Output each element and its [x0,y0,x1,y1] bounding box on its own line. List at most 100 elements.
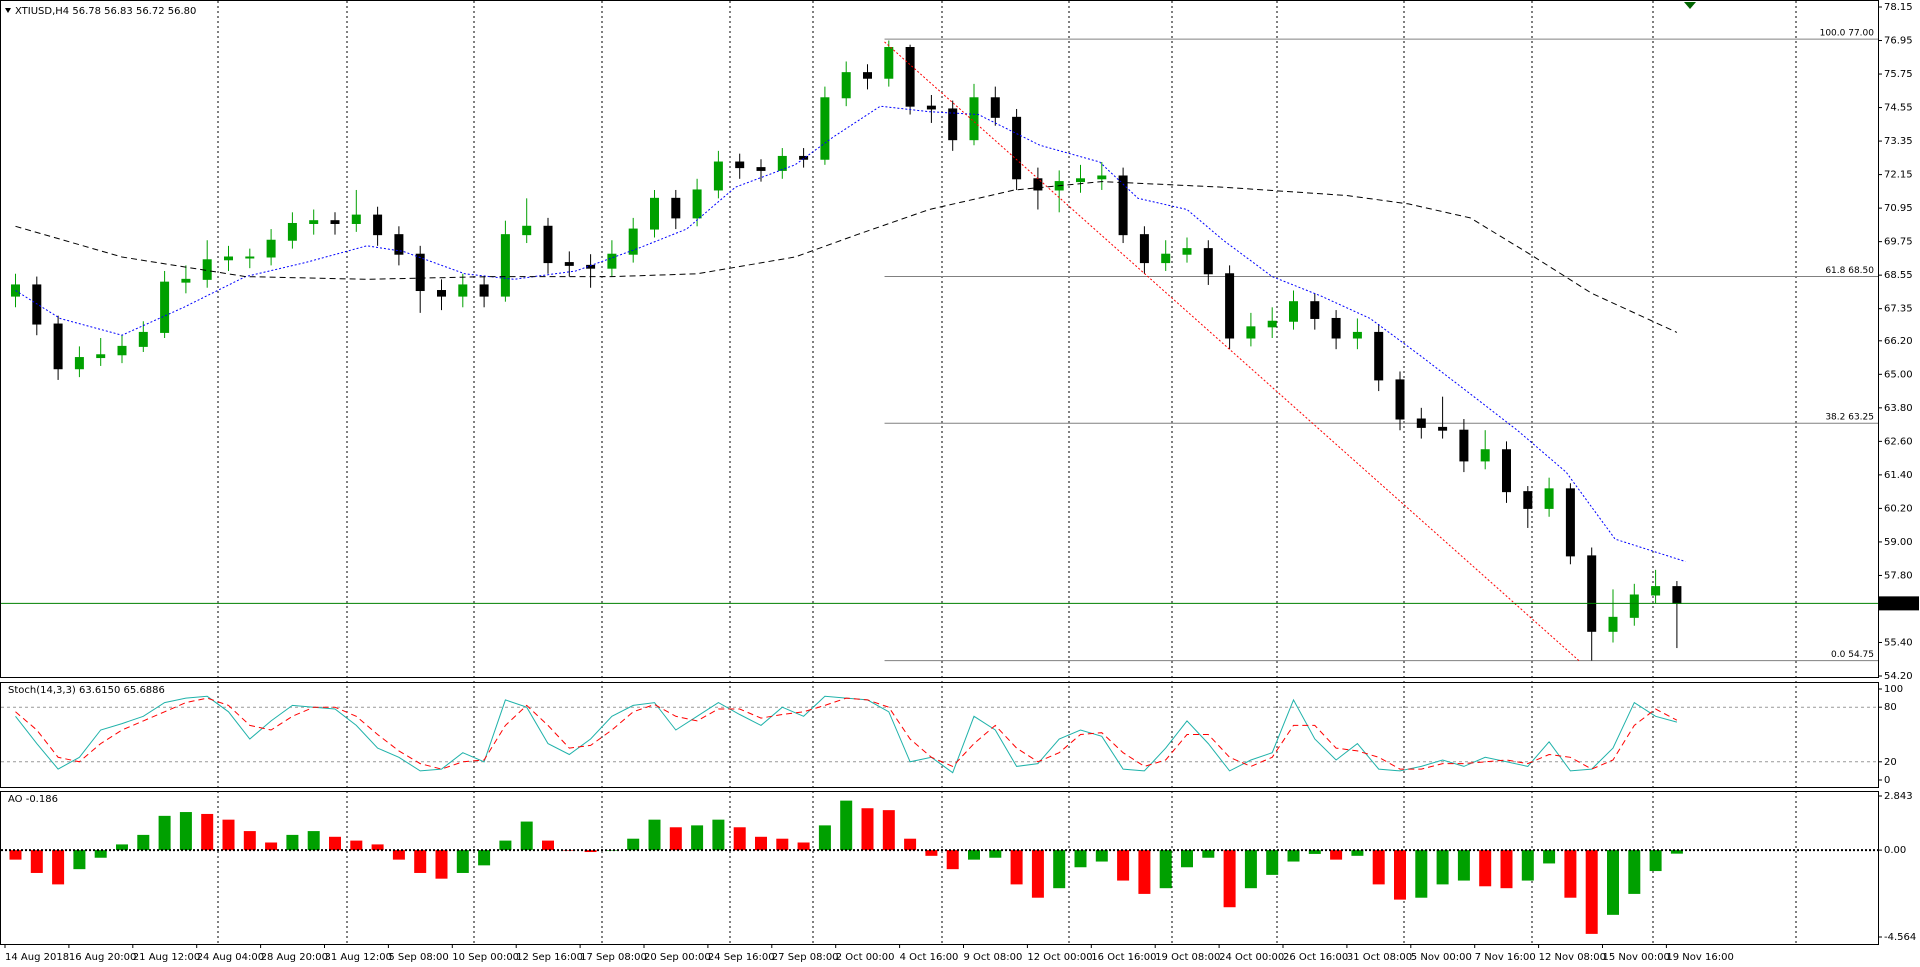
x-tick-label: 28 Aug 20:00 [261,952,328,963]
candle-body [351,214,361,224]
candle-body [1544,488,1554,509]
candle-body [607,253,617,269]
ao-bar [456,850,469,873]
candle-body [777,155,787,171]
candle-body [138,331,148,347]
ao-bar [1543,850,1556,864]
ao-bar [1479,850,1492,887]
ao-bar [329,836,341,851]
ao-bar [1415,850,1428,898]
ao-bar [52,850,65,885]
candle-body [224,256,233,261]
ao-bar [392,850,405,860]
y-tick-label: 61.40 [1884,470,1913,481]
candle-body [969,97,979,141]
candle-body [160,281,170,333]
candle-body [1608,616,1618,632]
ao-bar [605,850,618,851]
ao-bar [1330,850,1343,860]
price-label-box [1879,596,1919,611]
ao-bar [179,812,192,851]
candle-body [1203,248,1213,275]
ao-bar [755,836,767,851]
ao-bar [669,827,682,851]
candle-body [437,290,446,297]
candle-body [1289,301,1298,322]
y-tick-label: 20 [1884,757,1897,768]
fibo-label: 61.8 68.50 [1825,266,1874,276]
y-tick-label: 73.35 [1884,136,1913,147]
ao-bar [840,800,853,851]
indicator-line [884,41,1580,661]
candle-body [330,220,340,224]
y-tick-label: 63.80 [1884,403,1913,414]
candle-body [1310,301,1320,319]
candle-body [500,234,510,297]
ao-bar [904,838,917,851]
fibo-label: 38.2 63.25 [1825,413,1874,423]
indicator-line [15,181,1678,333]
ao-bar [1372,850,1385,885]
candle-body [1331,317,1341,339]
ao-bar [627,838,640,851]
ao-bar [30,850,43,873]
ao-bar [1394,850,1406,900]
ao-bar [968,850,980,860]
ao-bar [222,819,235,851]
candle-body [458,284,468,297]
ao-bar [1287,850,1300,862]
candle-body [863,72,872,79]
candle-body [1267,320,1277,328]
y-tick-label: 2.843 [1884,791,1913,802]
candle-body [1395,379,1405,420]
candle-body [1438,426,1448,431]
ao-bar [1010,850,1023,885]
candle-body [1651,586,1661,596]
candle-body [1012,116,1022,180]
y-tick-label: 80 [1884,702,1897,713]
ao-bar [116,844,128,851]
ao-bar [265,842,278,851]
stoch-title: Stoch(14,3,3) 63.6150 65.6886 [8,685,165,696]
x-tick-label: 9 Oct 08:00 [964,952,1023,963]
x-tick-label: 4 Oct 16:00 [900,952,959,963]
candle-body [884,47,894,79]
y-tick-label: 55.40 [1884,637,1913,648]
candle-body [543,225,553,264]
ao-bar [201,813,214,851]
x-tick-label: 10 Sep 00:00 [452,952,519,963]
ao-bar [371,844,384,851]
candle-body [394,234,404,255]
candle-body [948,108,958,141]
ao-bar [1649,850,1662,872]
candle-body [1565,488,1575,557]
y-tick-label: 65.00 [1884,369,1913,380]
ao-bar [1181,850,1193,868]
y-tick-label: 78.15 [1884,2,1913,13]
y-tick-label: 75.75 [1884,69,1913,80]
candle-body [309,220,319,224]
ao-bar [1351,850,1364,856]
ao-bar [499,840,512,851]
x-tick-label: 12 Nov 08:00 [1539,952,1606,963]
ao-bar [520,821,533,851]
candle-body [1076,178,1085,183]
ao-bar [1159,850,1172,889]
candle-body [990,97,1000,118]
ao-bar [1074,850,1087,868]
candle-body [117,345,127,356]
candle-body [1480,449,1490,462]
y-tick-label: 72.15 [1884,170,1913,181]
candle-body [1629,594,1639,618]
candle-body [905,47,915,107]
candle-body [650,197,659,230]
fibo-label: 0.0 54.75 [1831,650,1874,660]
ao-bar [1308,850,1321,854]
ao-bar [648,819,661,851]
candle-body [735,161,745,169]
ao-bar [733,827,746,851]
ao-bar [9,850,22,860]
y-tick-label: 0.00 [1884,845,1906,856]
ao-bar [414,850,427,873]
x-tick-label: 2 Oct 00:00 [836,952,895,963]
